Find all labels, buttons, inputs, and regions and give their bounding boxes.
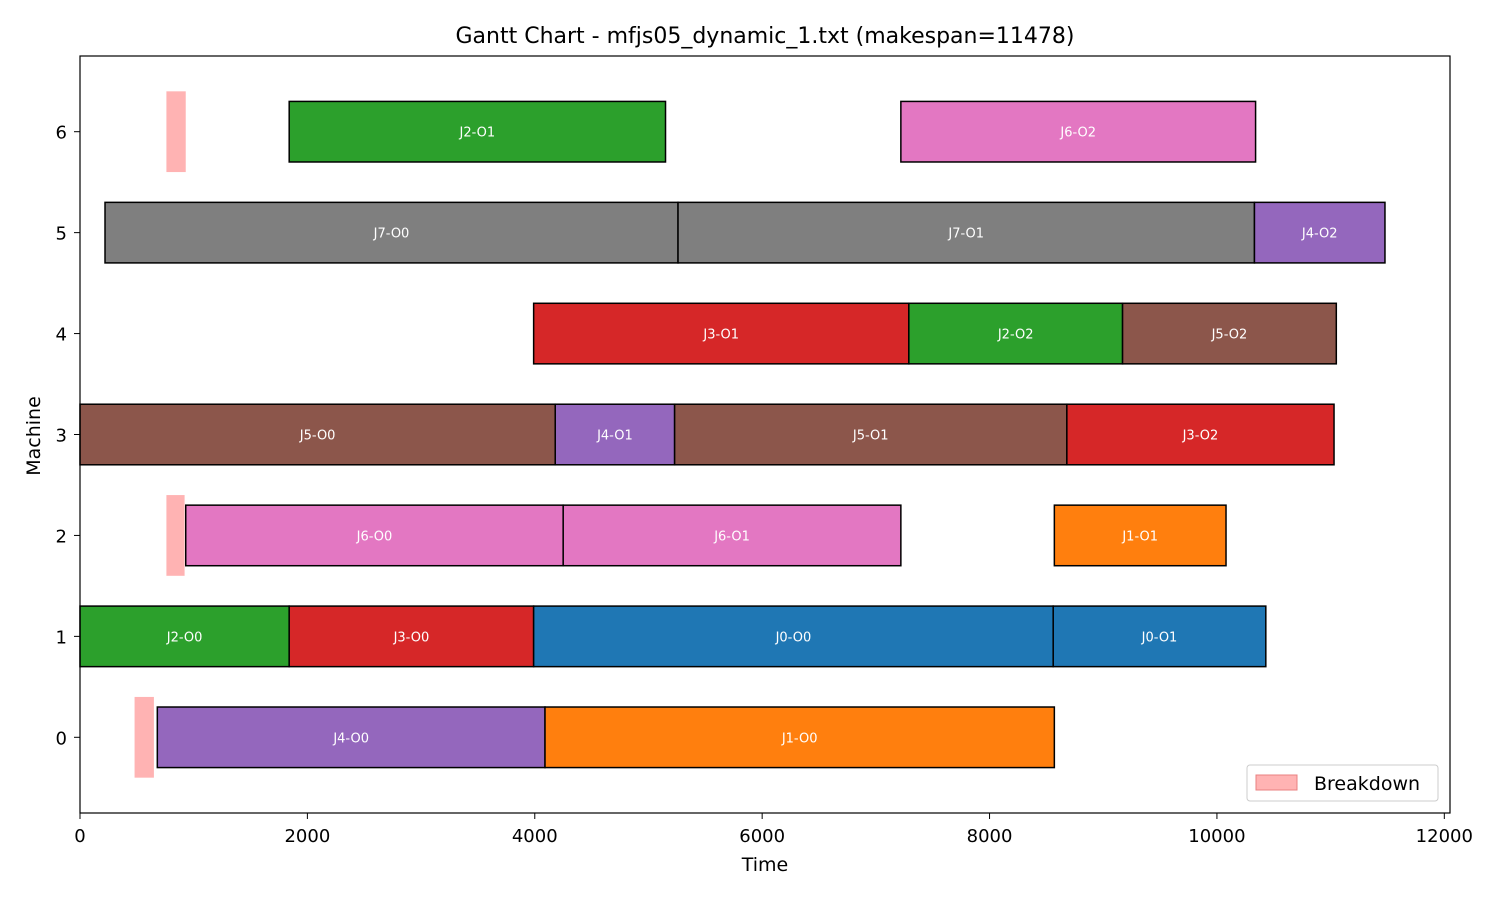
x-tick-label: 2000	[284, 826, 330, 847]
y-tick-label: 0	[56, 728, 67, 749]
operation-bar-j6-o2	[900, 100, 1257, 163]
operation-bar-j4-o2	[1253, 201, 1386, 264]
operation-label-j3-o2: J3-O2	[1182, 429, 1219, 444]
operation-bar-j3-o2	[1066, 403, 1335, 466]
x-tick-label: 8000	[967, 826, 1013, 847]
operation-bar-j0-o1	[1052, 605, 1267, 668]
operation-bar-j5-o2	[1121, 302, 1338, 365]
operation-label-j7-o1: J7-O1	[947, 227, 984, 242]
legend-swatch-breakdown	[1255, 774, 1298, 791]
y-tick-label: 3	[56, 426, 67, 447]
operation-label-j6-o1: J6-O1	[713, 529, 750, 544]
x-tick-label: 0	[74, 826, 85, 847]
operation-label-j2-o2: J2-O2	[997, 328, 1034, 343]
operation-label-j0-o0: J0-O0	[775, 630, 812, 645]
operation-label-j6-o2: J6-O2	[1059, 126, 1096, 141]
breakdown-bar	[134, 696, 154, 778]
operation-bar-j5-o0	[79, 403, 556, 466]
y-axis: 0 1 2 3 4 5 6	[56, 123, 80, 749]
x-tick-label: 12000	[1416, 826, 1473, 847]
operation-bar-j6-o1	[562, 504, 902, 567]
legend-box	[1246, 764, 1439, 802]
plot-area: J4-O0 J1-O0 J2-O0 J3-O0 J0-O0 J0-O1 J6-O0 J6-O1…	[79, 91, 1386, 778]
operation-label-j5-o1: J5-O1	[852, 429, 889, 444]
operation-label-j3-o0: J3-O0	[393, 630, 430, 645]
operation-bar-j3-o0	[288, 605, 535, 668]
x-axis-label: Time	[741, 854, 789, 876]
operation-label-j1-o0: J1-O0	[781, 731, 818, 746]
legend: Breakdown	[1246, 764, 1439, 802]
operation-bar-j5-o1	[673, 403, 1068, 466]
operation-bar-j4-o0	[156, 706, 546, 769]
operation-label-j2-o1: J2-O1	[459, 126, 496, 141]
operation-label-j4-o0: J4-O0	[332, 731, 369, 746]
operation-bar-j2-o1	[288, 100, 667, 163]
operation-bar-j1-o1	[1053, 504, 1227, 567]
operation-bar-j3-o1	[532, 302, 910, 365]
y-tick-label: 2	[56, 526, 67, 547]
operation-bar-j2-o0	[79, 605, 290, 668]
operation-label-j5-o0: J5-O0	[299, 429, 336, 444]
x-tick-label: 6000	[739, 826, 785, 847]
operation-bar-j1-o0	[544, 706, 1056, 769]
y-tick-label: 4	[56, 325, 67, 346]
y-tick-label: 1	[56, 627, 67, 648]
legend-label-breakdown: Breakdown	[1314, 773, 1420, 795]
operation-bar-j7-o0	[104, 201, 679, 264]
operation-label-j5-o2: J5-O2	[1211, 328, 1248, 343]
x-tick-label: 4000	[512, 826, 558, 847]
operation-label-j4-o1: J4-O1	[596, 429, 633, 444]
operation-label-j7-o0: J7-O0	[373, 227, 410, 242]
operation-label-j2-o0: J2-O0	[166, 630, 203, 645]
operation-bar-j7-o1	[677, 201, 1256, 264]
operation-label-j4-o2: J4-O2	[1301, 227, 1338, 242]
y-axis-label: Machine	[23, 396, 45, 476]
operation-label-j0-o1: J0-O1	[1141, 630, 1178, 645]
chart-title: Gantt Chart - mfjs05_dynamic_1.txt (make…	[456, 24, 1075, 49]
operation-bar-j0-o0	[532, 605, 1054, 668]
breakdown-bar	[166, 91, 186, 173]
operation-label-j6-o0: J6-O0	[356, 529, 393, 544]
x-axis: 0 2000 4000 6000 8000 10000 12000	[74, 813, 1473, 847]
operation-label-j1-o1: J1-O1	[1121, 529, 1158, 544]
operation-label-j3-o1: J3-O1	[702, 328, 739, 343]
y-tick-label: 6	[56, 123, 67, 144]
y-tick-label: 5	[56, 224, 67, 245]
operation-bar-j6-o0	[184, 504, 564, 567]
breakdown-bar	[166, 495, 185, 576]
x-tick-label: 10000	[1188, 826, 1245, 847]
